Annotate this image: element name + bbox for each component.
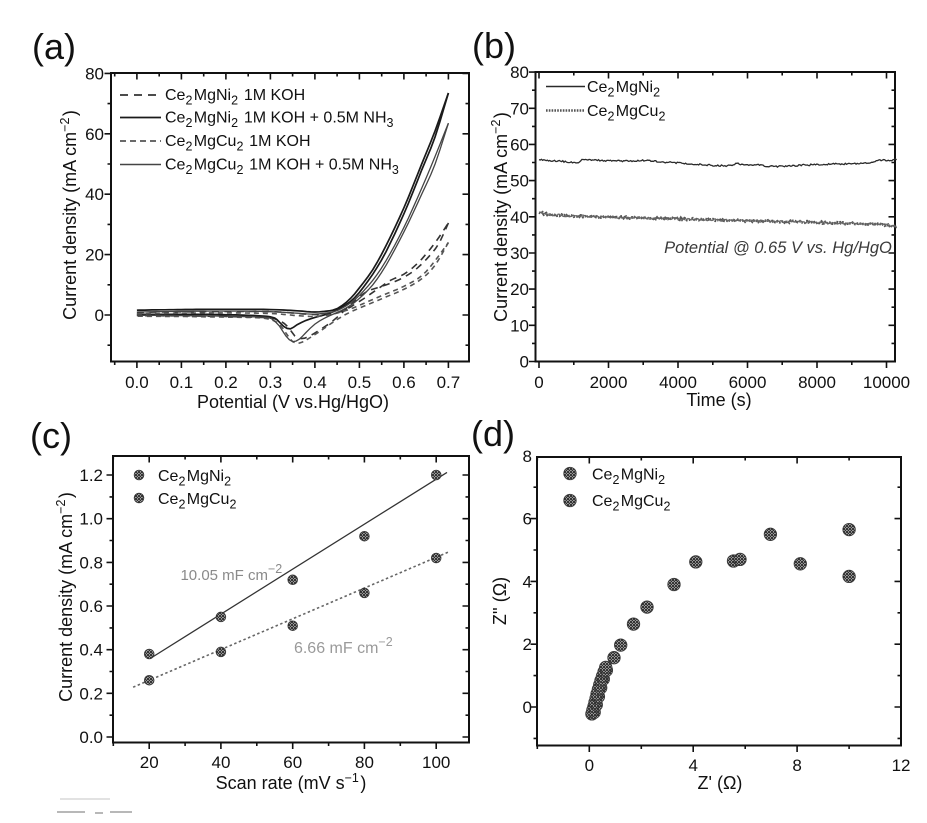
svg-text:Z' (Ω): Z' (Ω) [698,773,743,793]
svg-text:Ce2 MgCu2: Ce2 MgCu2 [158,491,238,512]
svg-text:0.1: 0.1 [170,373,194,392]
svg-text:Ce2 MgNi2: Ce2 MgNi2 [587,79,661,100]
svg-text:80: 80 [85,64,104,83]
svg-text:Ce2 MgCu2 1M KOH + 0.5M NH3: Ce2 MgCu2 1M KOH + 0.5M NH3 [165,157,400,178]
svg-text:Ce2 MgCu2: Ce2 MgCu2 [587,103,667,124]
svg-text:Current density (mA cm−2 ): Current density (mA cm−2 ) [489,112,511,322]
svg-text:4: 4 [688,756,697,775]
svg-text:30: 30 [510,244,529,263]
svg-text:(c): (c) [30,415,72,456]
svg-text:Ce2 MgCu2: Ce2 MgCu2 [592,493,672,514]
svg-text:50: 50 [510,172,529,191]
svg-text:20: 20 [510,280,529,299]
svg-text:60: 60 [510,135,529,154]
svg-text:8: 8 [523,447,532,466]
svg-text:0.0: 0.0 [125,373,149,392]
svg-text:Ce2 MgNi2 1M KOH: Ce2 MgNi2 1M KOH [165,87,305,108]
svg-text:40: 40 [85,185,104,204]
svg-text:Current density (mA cm−2 ): Current density (mA cm−2 ) [58,110,80,320]
svg-text:Current density (mA cm−2 ): Current density (mA cm−2 ) [54,492,76,702]
svg-text:Ce2 MgNi2: Ce2 MgNi2 [592,467,666,488]
svg-text:1.0: 1.0 [79,510,103,529]
svg-text:Time (s): Time (s) [686,390,751,410]
svg-text:0.5: 0.5 [348,373,372,392]
svg-text:10.05 mF cm−2: 10.05 mF cm−2 [180,562,283,584]
svg-text:70: 70 [510,99,529,118]
svg-text:4000: 4000 [659,373,697,392]
svg-text:4: 4 [523,572,532,591]
svg-text:8000: 8000 [798,373,836,392]
svg-text:2000: 2000 [590,373,628,392]
svg-text:10000: 10000 [863,373,910,392]
svg-text:Potential @ 0.65 V vs. Hg/HgO: Potential @ 0.65 V vs. Hg/HgO [664,239,892,257]
svg-text:0: 0 [534,373,543,392]
svg-text:0: 0 [523,698,532,717]
svg-text:0.6: 0.6 [79,597,103,616]
svg-text:0.2: 0.2 [79,684,103,703]
svg-text:(b): (b) [472,25,516,66]
svg-text:1.2: 1.2 [79,466,103,485]
svg-text:40: 40 [510,208,529,227]
svg-text:Potential (V vs.Hg/HgO): Potential (V vs.Hg/HgO) [197,392,389,412]
svg-text:20: 20 [85,246,104,265]
svg-text:12: 12 [892,756,911,775]
svg-text:0.6: 0.6 [392,373,416,392]
svg-text:20: 20 [140,753,159,772]
svg-text:Ce2 MgNi2 1M KOH + 0.5M NH3: Ce2 MgNi2 1M KOH + 0.5M NH3 [165,110,395,131]
svg-text:0: 0 [95,306,104,325]
svg-text:0.0: 0.0 [79,728,103,747]
svg-text:80: 80 [510,63,529,82]
svg-text:0.7: 0.7 [437,373,461,392]
svg-text:0: 0 [520,353,529,372]
svg-text:Scan rate (mV s−1 ): Scan rate (mV s−1 ) [216,771,367,793]
svg-text:60: 60 [283,753,302,772]
svg-text:6.66 mF cm−2: 6.66 mF cm−2 [294,635,394,657]
svg-text:10: 10 [510,316,529,335]
svg-text:0: 0 [585,756,594,775]
svg-text:(a): (a) [32,26,76,67]
svg-text:40: 40 [211,753,230,772]
svg-text:2: 2 [523,635,532,654]
svg-text:100: 100 [422,753,450,772]
svg-text:Z'' (Ω): Z'' (Ω) [490,577,510,625]
svg-text:0.8: 0.8 [79,553,103,572]
svg-text:0.3: 0.3 [259,373,283,392]
svg-text:6000: 6000 [729,373,767,392]
svg-text:6: 6 [523,510,532,529]
svg-text:(d): (d) [471,413,515,454]
svg-text:60: 60 [85,125,104,144]
svg-text:Ce2 MgNi2: Ce2 MgNi2 [158,468,232,489]
svg-text:80: 80 [355,753,374,772]
svg-text:0.4: 0.4 [303,373,327,392]
svg-text:8: 8 [792,756,801,775]
svg-text:0.4: 0.4 [79,641,103,660]
svg-text:Ce2 MgCu2 1M KOH: Ce2 MgCu2 1M KOH [165,133,311,154]
svg-text:0.2: 0.2 [214,373,238,392]
